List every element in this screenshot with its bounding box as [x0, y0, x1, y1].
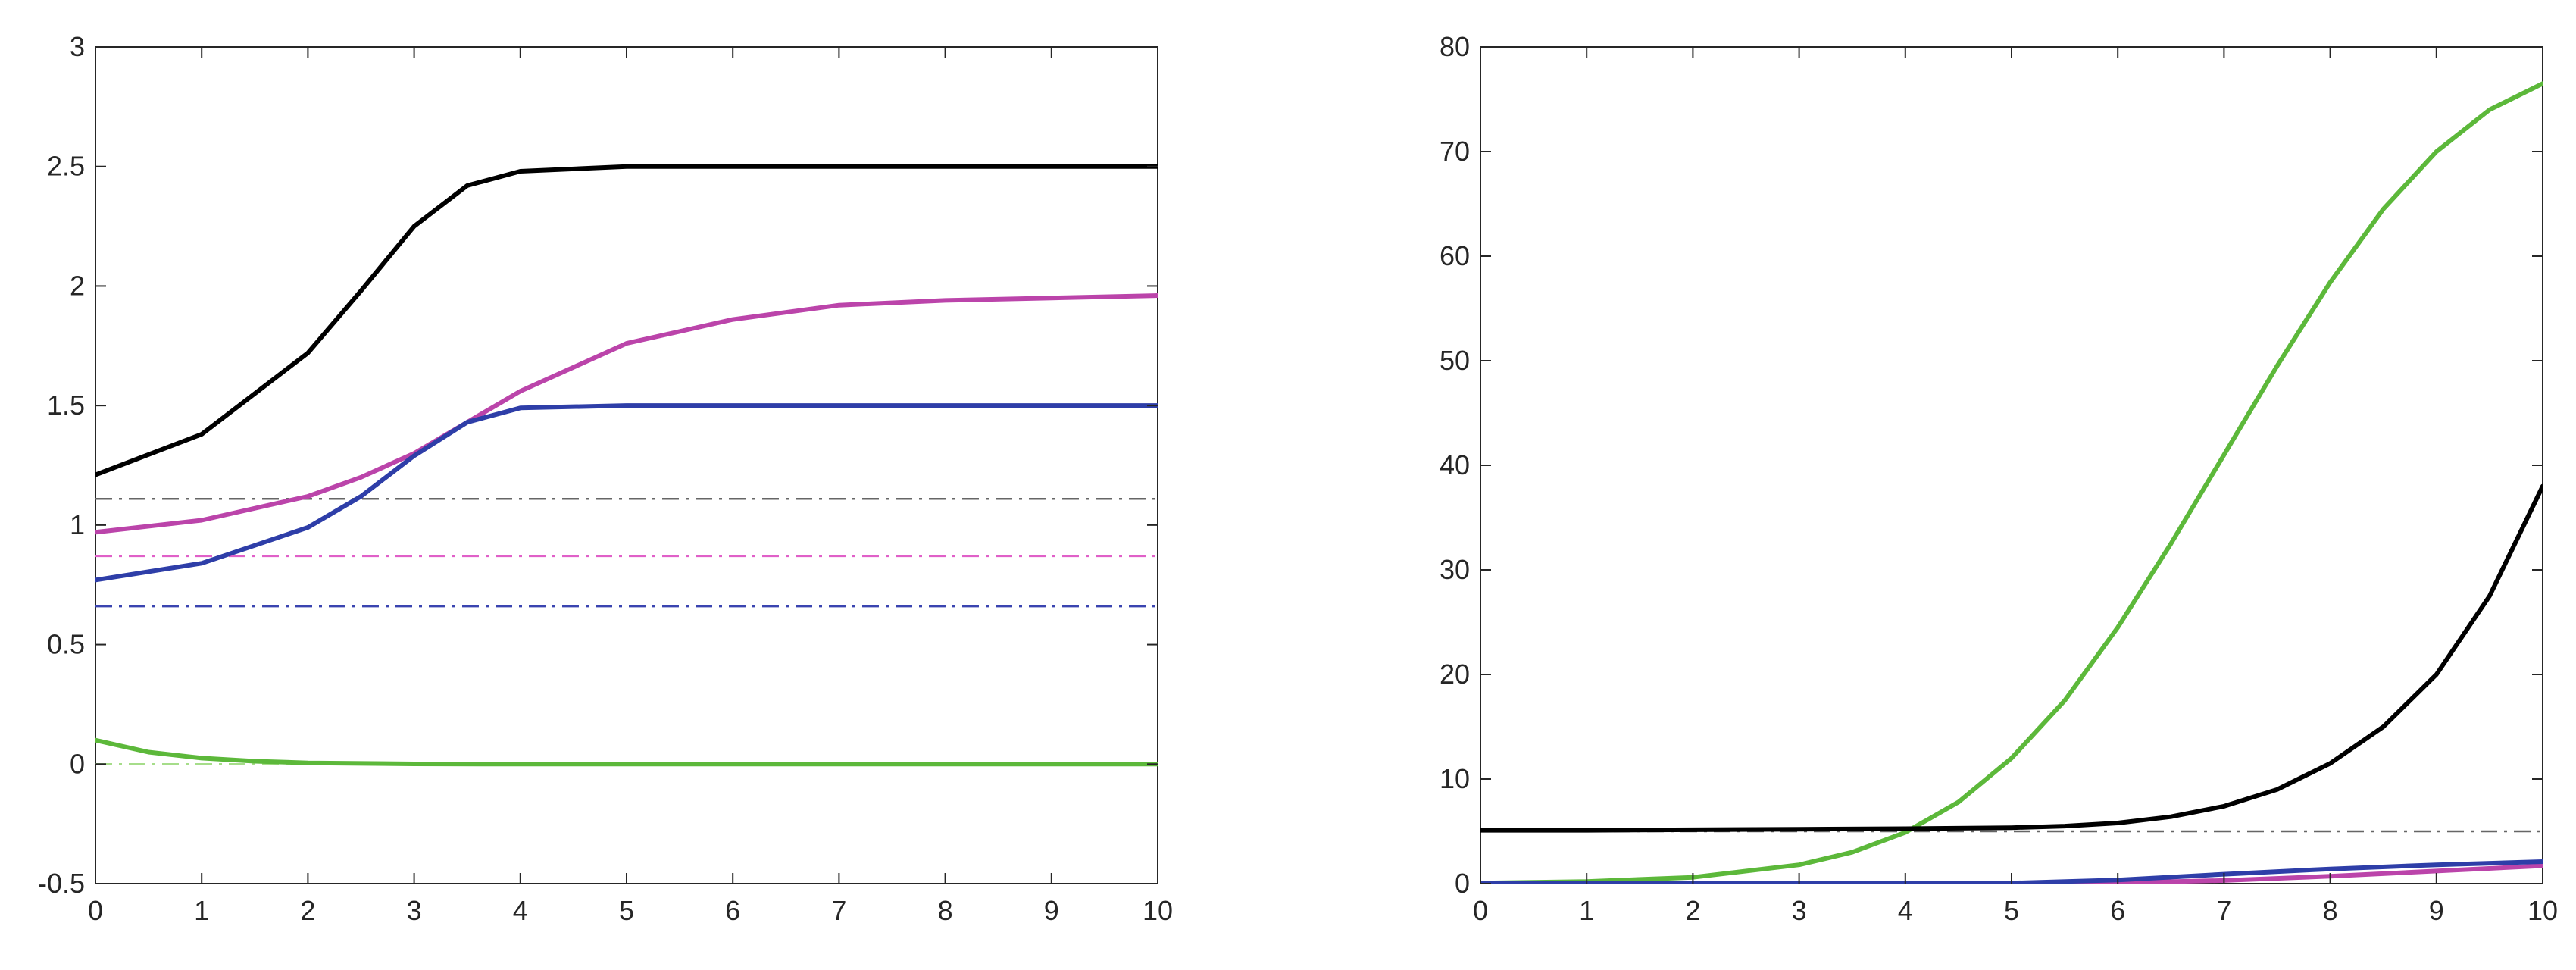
x-tick-label: 5	[619, 895, 634, 926]
left-chart-panel: 0 1 2 3 4 5 6 7 8 9 10-0.500.511.522.53	[38, 31, 1173, 926]
x-tick-label: 2	[1685, 895, 1700, 926]
x-tick-label: 3	[407, 895, 422, 926]
x-tick-label: 7	[2216, 895, 2231, 926]
y-tick-label: 0.5	[47, 629, 85, 660]
y-tick-label: 0	[1455, 868, 1470, 899]
y-tick-label: 20	[1440, 659, 1470, 690]
x-tick-label: 6	[2110, 895, 2125, 926]
x-tick-label: 0	[1473, 895, 1488, 926]
x-tick-label: 10	[1143, 895, 1173, 926]
x-tick-label: 3	[1792, 895, 1807, 926]
x-tick-label: 6	[725, 895, 740, 926]
series-group	[95, 164, 1158, 767]
right-chart-panel: 0 1 2 3 4 5 6 7 8 9 10 0 10 20 30 40 50 60 70 80	[1440, 31, 2558, 926]
axes-box	[1480, 46, 2543, 884]
series-line-0	[95, 164, 1158, 477]
x-tick-label: 5	[2004, 895, 2019, 926]
x-tick-label: 0	[88, 895, 103, 926]
x-tick-label: 8	[2323, 895, 2338, 926]
y-tick-label: 50	[1440, 345, 1470, 376]
y-tick-label: 1	[70, 509, 85, 540]
y-tick-label: 2.5	[47, 151, 85, 182]
x-tick-label: 2	[300, 895, 315, 926]
x-tick-label: 7	[831, 895, 846, 926]
y-tick-label: 40	[1440, 449, 1470, 480]
x-tick-label: 1	[194, 895, 209, 926]
x-tick-label: 1	[1579, 895, 1594, 926]
y-tick-label: 0	[70, 748, 85, 779]
y-tick-label: 60	[1440, 240, 1470, 271]
series-line-1	[1480, 483, 2543, 833]
x-tick-label: 4	[513, 895, 528, 926]
y-tick-label: 3	[70, 31, 85, 62]
y-tick-label: 70	[1440, 136, 1470, 167]
x-tick-label: 9	[1044, 895, 1059, 926]
y-tick-label: 10	[1440, 763, 1470, 794]
x-tick-label: 8	[938, 895, 953, 926]
axes-box	[95, 46, 1158, 884]
x-tick-label: 10	[2528, 895, 2558, 926]
series-line-0	[1480, 81, 2543, 884]
x-tick-label: 9	[2429, 895, 2444, 926]
y-tick-label: 80	[1440, 31, 1470, 62]
y-tick-label: 30	[1440, 554, 1470, 585]
y-tick-label: -0.5	[38, 868, 85, 899]
y-tick-label: 1.5	[47, 390, 85, 421]
series-line-2	[95, 403, 1158, 583]
series-line-3	[95, 737, 1158, 767]
x-tick-label: 4	[1898, 895, 1913, 926]
y-tick-label: 2	[70, 270, 85, 301]
series-line-1	[95, 293, 1158, 535]
